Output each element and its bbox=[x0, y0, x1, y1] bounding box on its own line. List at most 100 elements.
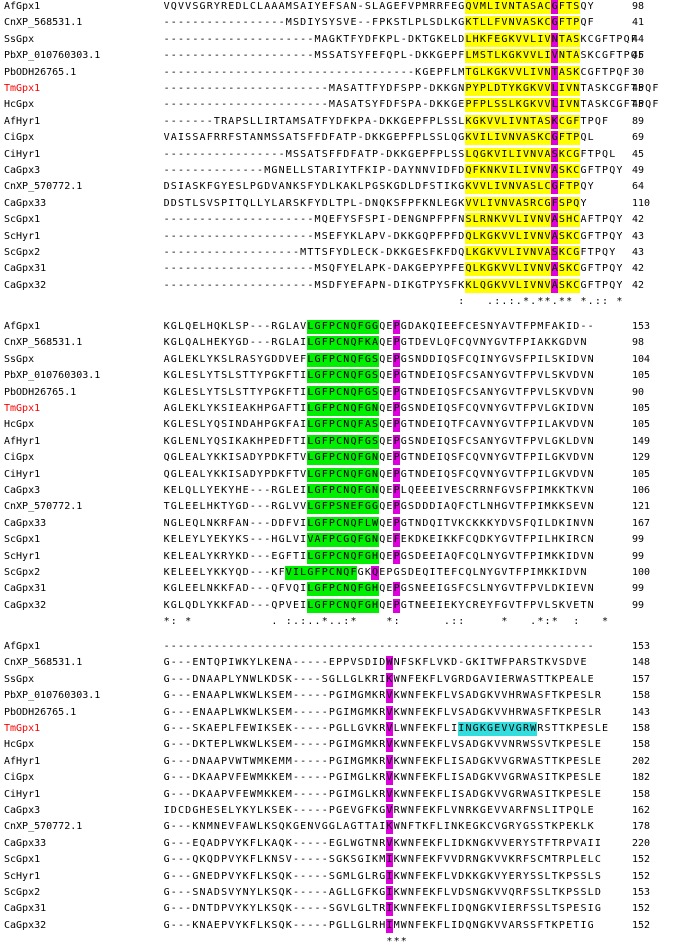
sequence-residues: KELEYLYEKYKS---HGLVIVAFPCGQFGNQEFEKDKEIK… bbox=[163, 533, 594, 548]
sequence-name: AfHyr1 bbox=[4, 435, 41, 447]
sequence-name: PbODH26765.1 bbox=[4, 66, 77, 78]
sequence-residues: KELQLLYEKYHE---RGLEILGFPCNQFGNQEPLQEEEIV… bbox=[163, 484, 594, 498]
residue-count: 44 bbox=[632, 33, 645, 45]
alignment-row: ScHyr1 G---GNEDPVYKFLKSQK-----SGMLGLRGIKW… bbox=[0, 869, 674, 884]
sequence-residues: -------TRAPSLLIRTAMSATFYDFKPA-DKKGEPFPLS… bbox=[163, 114, 609, 129]
residue-count: 42 bbox=[632, 214, 645, 226]
alignment-row: SsGpx AGLEKLYKSLRASYGDDVEFLGFPCNQFGSQEPGS… bbox=[0, 352, 674, 367]
sequence-residues: AGLEKLYKSLRASYGDDVEFLGFPCNQFGSQEPGSNDDIQ… bbox=[163, 352, 594, 367]
residue-count: 45 bbox=[632, 148, 645, 160]
sequence-residues: G---KNAEPVYKFLKSQK-----PGLLGLRHIMWNFEKFL… bbox=[163, 918, 594, 933]
sequence-name: CiHyr1 bbox=[4, 148, 41, 160]
alignment-row: ScGpx2 KELEELYKKYQD---KFVILGFPCNQFGKQEPGS… bbox=[0, 566, 674, 580]
sequence-name: CnXP_570772.1 bbox=[4, 821, 83, 833]
sequence-residues: G---DKAAPVFEWMKKEM-----PGIMGLKRVKWNFEKFL… bbox=[163, 787, 601, 802]
alignment-row: CaGpx31 ---------------------MSQFYELAPK-D… bbox=[0, 262, 674, 277]
sequence-name: TmGpx1 bbox=[4, 403, 41, 414]
sequence-name: CaGpx33 bbox=[4, 517, 47, 529]
residue-count: 129 bbox=[632, 452, 651, 464]
residue-count: 162 bbox=[632, 805, 651, 816]
sequence-residues: KGLQELHQKLSP---RGLAVLGFPCNQFGGQEPGDAKQIE… bbox=[163, 320, 594, 334]
alignment-row: CaGpx32 G---KNAEPVYKFLKSQK-----PGLLGLRHIM… bbox=[0, 918, 674, 933]
sequence-residues: VQVVSGRYREDLCLAAAMSAIYEFSAN-SLAGEFVPMRRF… bbox=[163, 0, 594, 14]
sequence-residues: -----------------------MASATSYFDFSPA-DKK… bbox=[163, 98, 659, 113]
residue-count: 152 bbox=[632, 854, 651, 866]
alignment-row: CnXP_570772.1 DSIASKFGYESLPGDVANKSFYDLKAK… bbox=[0, 180, 674, 195]
sequence-name: PbODH26765.1 bbox=[4, 386, 77, 398]
sequence-residues: KGLEELNKKFAD---QFVQILGFPCNQFGHQEPGSNEEIG… bbox=[163, 582, 594, 597]
sequence-residues: ---------------------MSSATSYFEFQPL-DKKGE… bbox=[163, 49, 644, 64]
alignment-row: CaGpx31 KGLEELNKKFAD---QFVQILGFPCNQFGHQEP… bbox=[0, 582, 674, 597]
residue-count: 178 bbox=[632, 821, 651, 833]
residue-count: 158 bbox=[632, 788, 651, 800]
residue-count: 90 bbox=[632, 386, 645, 398]
sequence-residues: G---DNTDPVYKYLKSQK-----SGVLGLTRIKWNFEKFL… bbox=[163, 902, 601, 917]
sequence-name: SsGpx bbox=[4, 673, 35, 685]
sequence-residues: TGLEELHKTYGD---RGLVVLGFPSNEFGGQEPGSDDDIA… bbox=[163, 500, 594, 515]
alignment-row: CnXP_570772.1 TGLEELHKTYGD---RGLVVLGFPSNE… bbox=[0, 500, 674, 515]
sequence-residues: G---ENAAPLWKWLKSEM-----PGIMGMKRVKWNFEKFL… bbox=[163, 705, 601, 720]
alignment-row: CiHyr1 QGLEALYKKISADYPDKFTVLGFPCNQFGNQEPG… bbox=[0, 467, 674, 482]
residue-count: 104 bbox=[632, 353, 651, 365]
sequence-residues: KELEALYKRYKD---EGFTILGFPCNQFGHQEPGSDEEIA… bbox=[163, 549, 594, 564]
residue-count: 99 bbox=[632, 550, 645, 562]
residue-count: 105 bbox=[632, 419, 651, 431]
residue-count: 202 bbox=[632, 755, 651, 767]
sequence-residues: G---ENAAPLWKWLKSEM-----PGIMGMKRVKWNFEKFL… bbox=[163, 689, 601, 704]
sequence-residues: NGLEQLNKRFAN---DDFVILGFPCNQFLWQEPGTNDQIT… bbox=[163, 516, 594, 531]
residue-count: 105 bbox=[632, 403, 651, 414]
residue-count: 105 bbox=[632, 468, 651, 480]
sequence-residues: QGLEALYKKISADYPDKFTVLGFPCNQFGNQEPGTNDEIQ… bbox=[163, 451, 594, 466]
residue-count: 182 bbox=[632, 772, 651, 784]
sequence-name: TmGpx1 bbox=[4, 723, 41, 734]
sequence-name: PbXP_010760303.1 bbox=[4, 370, 101, 382]
consensus-line: : .:.:.*.**.** *.:: * bbox=[458, 296, 623, 308]
sequence-residues: KGLENLYQSIKAKHPEDFTILGFPCNQFGSQEPGSNDEIQ… bbox=[163, 434, 594, 449]
sequence-name: AfGpx1 bbox=[4, 1, 41, 12]
sequence-residues: ---------------------MSDFYEFAPN-DIKGTPYS… bbox=[163, 278, 623, 293]
sequence-name: CnXP_568531.1 bbox=[4, 657, 83, 669]
sequence-residues: G---DKTEPLWKWLKSEM-----PGIMGMKRVKWNFEKFL… bbox=[163, 738, 601, 753]
alignment-row: PbXP_010760303.1 G---ENAAPLWKWLKSEM-----P… bbox=[0, 689, 674, 704]
residue-count: 121 bbox=[632, 501, 651, 513]
alignment-row: PbODH26765.1 ----------------------------… bbox=[0, 65, 674, 80]
alignment-row: SsGpx G---DNAAPLYNWLKDSK----SGLLGLKRIKWNF… bbox=[0, 672, 674, 687]
residue-count: 148 bbox=[632, 657, 651, 669]
alignment-row: CaGpx3 --------------MGNELLSTARIYTFKIP-DA… bbox=[0, 164, 674, 178]
alignment-row: ScGpx1 G---QKQDPVYKFLKNSV-----SGKSGIKMIKW… bbox=[0, 853, 674, 868]
alignment-row: PbODH26765.1 KGLESLYTSLSTTYPGKFTILGFPCNQF… bbox=[0, 385, 674, 400]
alignment-row: PbXP_010760303.1 KGLESLYTSLSTTYPGKFTILGFP… bbox=[0, 369, 674, 384]
sequence-name: AfGpx1 bbox=[4, 641, 41, 652]
sequence-name: ScGpx2 bbox=[4, 567, 41, 578]
residue-count: 49 bbox=[632, 165, 645, 176]
sequence-residues: ---------------------MSQFYELAPK-DAKGEPYP… bbox=[163, 262, 623, 277]
alignment-row: SsGpx ---------------------MAGKTFYDFKPL-D… bbox=[0, 32, 674, 47]
sequence-name: CaGpx32 bbox=[4, 599, 47, 611]
residue-count: 98 bbox=[632, 337, 645, 349]
residue-count: 30 bbox=[632, 66, 645, 78]
sequence-residues: AGLEKLYKSIEAKHPGAFTILGFPCNQFGNQEPGSNDEIQ… bbox=[163, 402, 594, 416]
residue-count: 43 bbox=[632, 230, 645, 242]
alignment-block: AfGpx1 ----------------------------------… bbox=[0, 640, 674, 947]
sequence-name: ScGpx2 bbox=[4, 887, 41, 898]
sequence-residues: G---SKAEPLFEWIKSEK-----PGLLGVKRVLWNFEKFL… bbox=[163, 722, 609, 736]
sequence-name: PbXP_010760303.1 bbox=[4, 50, 101, 62]
sequence-residues: --------------MGNELLSTARIYTFKIP-DAYNNVID… bbox=[163, 164, 623, 178]
alignment-row: ScHyr1 KELEALYKRYKD---EGFTILGFPCNQFGHQEPG… bbox=[0, 549, 674, 564]
residue-count: 153 bbox=[632, 321, 651, 332]
residue-count: 152 bbox=[632, 903, 651, 915]
sequence-name: CaGpx32 bbox=[4, 279, 47, 291]
sequence-name: CnXP_570772.1 bbox=[4, 501, 83, 513]
sequence-name: AfHyr1 bbox=[4, 755, 41, 767]
sequence-residues: ---------------------MQEFYSFSPI-DENGNPFP… bbox=[163, 213, 623, 228]
sequence-residues: -----------------------MASATTFYDFSPP-DKK… bbox=[163, 82, 659, 96]
alignment-row: ScGpx2 -------------------MTTSFYDLECK-DKK… bbox=[0, 246, 674, 260]
sequence-name: CnXP_568531.1 bbox=[4, 17, 83, 29]
alignment-row: PbODH26765.1 G---ENAAPLWKWLKSEM-----PGIMG… bbox=[0, 705, 674, 720]
sequence-residues: DDSTLSVSPITQLLYLARSKFYDLTPL-DNQKSFPFKNLE… bbox=[163, 196, 587, 211]
alignment-row: AfGpx1 KGLQELHQKLSP---RGLAVLGFPCNQFGGQEPG… bbox=[0, 320, 674, 334]
sequence-name: CaGpx32 bbox=[4, 919, 47, 931]
residue-count: 99 bbox=[632, 599, 645, 611]
alignment-row: CaGpx33 DDSTLSVSPITQLLYLARSKFYDLTPL-DNQKS… bbox=[0, 196, 674, 211]
sequence-residues: ---------------------MSEFYKLAPV-DKKGQPFP… bbox=[163, 229, 623, 244]
